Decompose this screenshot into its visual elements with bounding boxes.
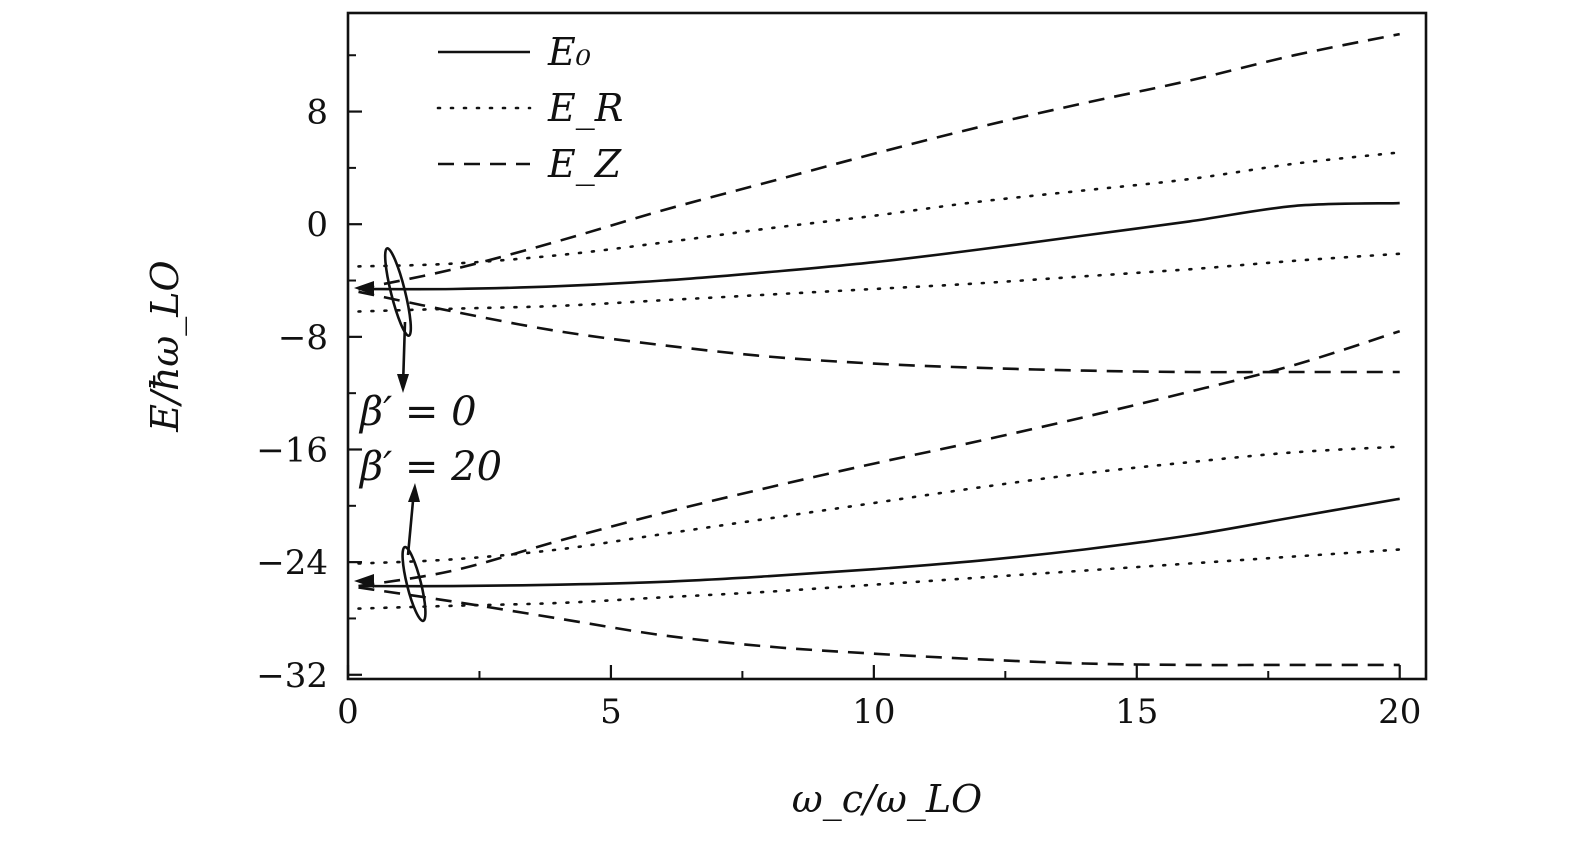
series-line-solid-6 xyxy=(358,497,1400,588)
arrowhead-lower xyxy=(408,483,420,502)
series-line-dashed-4 xyxy=(358,32,1400,291)
loop-ellipse-lower xyxy=(401,545,427,623)
x-tick-label: 10 xyxy=(852,692,895,732)
series-line-dashed-10 xyxy=(358,586,1400,667)
series-line-solid-1 xyxy=(358,201,1400,291)
y-tick-label: −32 xyxy=(256,656,328,696)
series-line-dashed-9 xyxy=(358,329,1401,588)
x-tick-label: 20 xyxy=(1378,692,1421,732)
axis-ticks: 0 5 10 15 20 −32 −24 −16 −8 0 8 xyxy=(256,54,1421,732)
x-axis-title: ω_c/ω_LO xyxy=(792,777,982,822)
y-tick-label: −16 xyxy=(256,430,328,470)
y-tick-label: 8 xyxy=(306,93,328,133)
annotation-beta-twenty: β′ = 20 xyxy=(358,444,502,490)
y-tick-label: 0 xyxy=(306,205,328,245)
arrowhead-left-upper xyxy=(354,281,374,295)
series-line-dotted-8 xyxy=(357,548,1401,610)
x-tick-label: 15 xyxy=(1115,692,1158,732)
arrowhead-left-lower xyxy=(354,574,374,588)
series-line-dotted-2 xyxy=(357,151,1401,268)
annotation-beta-zero: β′ = 0 xyxy=(358,389,477,435)
y-tick-label: −24 xyxy=(256,543,328,583)
x-tick-label: 0 xyxy=(337,692,359,732)
series-line-dashed-5 xyxy=(358,290,1400,374)
loop-ellipse-upper xyxy=(383,247,413,337)
legend-label-ez: E_Z xyxy=(547,142,622,187)
y-axis-title: E/ħω_LO xyxy=(143,260,188,432)
annotation-marks xyxy=(383,247,427,623)
y-tick-label: −8 xyxy=(278,318,328,358)
series-layer xyxy=(357,32,1401,667)
legend-label-e0: E₀ xyxy=(547,30,591,74)
annotation-arrowheads xyxy=(354,281,420,588)
arrowhead-upper xyxy=(397,374,409,393)
legend-label-er: E_R xyxy=(547,86,623,131)
series-line-dotted-7 xyxy=(357,445,1401,565)
legend: E₀ E_R E_Z xyxy=(436,30,623,187)
plot-frame xyxy=(346,11,1428,681)
x-tick-label: 5 xyxy=(600,692,622,732)
